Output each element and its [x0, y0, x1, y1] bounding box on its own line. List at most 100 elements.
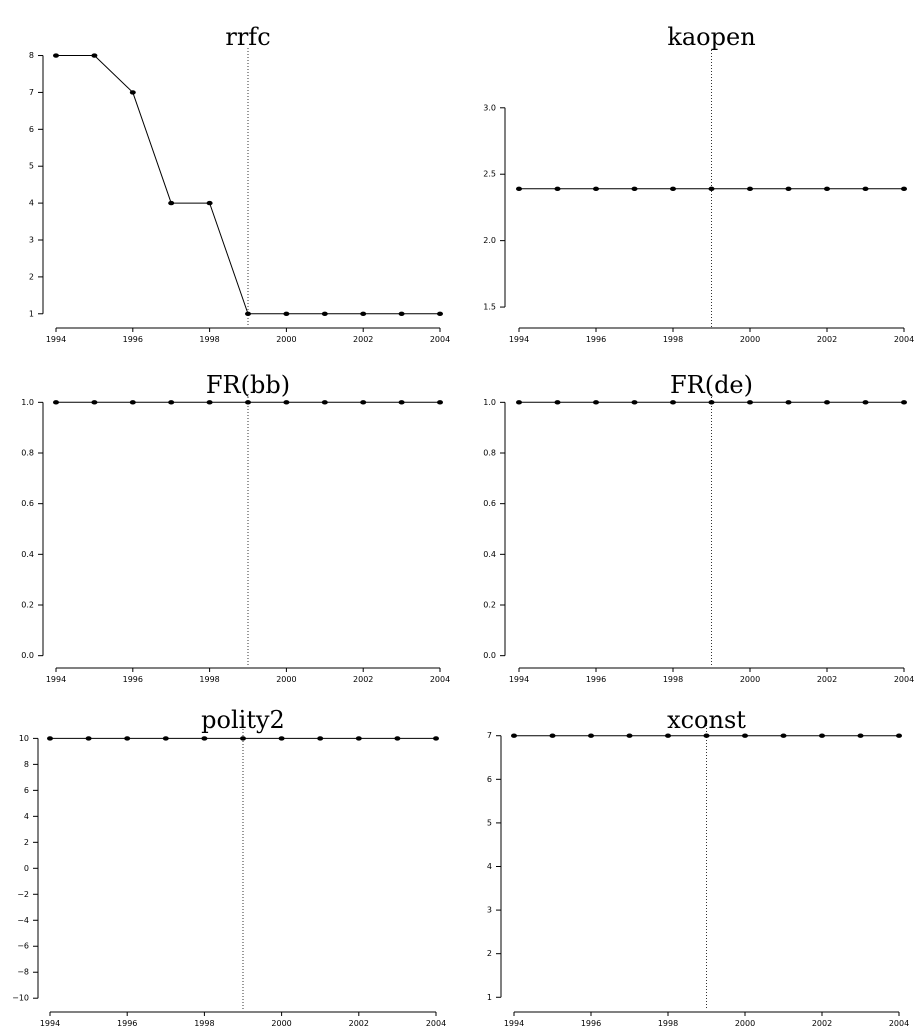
y-tick-label: 3.0: [483, 103, 496, 112]
data-point: [901, 186, 907, 192]
data-point: [201, 736, 208, 741]
data-point: [47, 736, 53, 741]
data-point: [824, 186, 830, 192]
series-line: [56, 55, 440, 315]
y-tick-label: 5: [29, 162, 34, 171]
x-tick-label: 1994: [504, 1019, 524, 1028]
data-point: [129, 90, 136, 95]
y-tick-label: 2: [487, 949, 492, 958]
x-tick-label: 2004: [894, 675, 914, 684]
data-point: [206, 400, 213, 405]
y-tick-label: 0.6: [483, 499, 496, 508]
y-tick-label: −4: [17, 916, 29, 925]
y-tick-label: 1.5: [483, 303, 496, 312]
data-point: [901, 400, 907, 405]
x-tick-label: 1998: [658, 1019, 678, 1028]
x-tick-label: 1998: [199, 335, 219, 344]
data-point: [206, 200, 213, 206]
y-tick-label: 2: [24, 838, 29, 847]
y-tick-label: −8: [17, 968, 29, 977]
data-point: [398, 311, 405, 316]
data-point: [780, 733, 787, 738]
data-point: [631, 186, 638, 192]
data-point: [631, 400, 638, 405]
x-tick-label: 2000: [271, 1019, 291, 1028]
data-point: [747, 400, 753, 405]
y-tick-label: 6: [487, 775, 492, 784]
data-point: [819, 733, 825, 738]
x-tick-label: 2004: [889, 1019, 909, 1028]
data-point: [554, 400, 561, 405]
data-point: [708, 186, 715, 192]
x-tick-label: 2004: [430, 335, 450, 344]
y-tick-label: 0.0: [21, 651, 34, 660]
x-tick-label: 1996: [117, 1019, 137, 1028]
x-tick-label: 1998: [194, 1019, 214, 1028]
panel-1: rrfc 1 2 3 4 5 6 7 8 1994 1996 1998 2000 2002 2004: [29, 23, 450, 344]
x-tick-label: 1996: [586, 335, 606, 344]
data-point: [245, 311, 251, 316]
x-tick-label: 2000: [735, 1019, 755, 1028]
x-tick-label: 1994: [46, 675, 66, 684]
x-tick-label: 2000: [276, 335, 296, 344]
data-point: [394, 736, 401, 741]
data-point: [317, 736, 324, 741]
y-tick-label: 3: [29, 235, 34, 244]
y-tick-label: 5: [487, 818, 492, 827]
y-tick-label: −6: [17, 942, 29, 951]
y-tick-label: 4: [24, 812, 29, 821]
data-point: [168, 400, 175, 405]
data-point: [360, 400, 367, 405]
data-point: [742, 733, 748, 738]
x-tick-label: 2004: [426, 1019, 446, 1028]
data-point: [511, 733, 517, 738]
data-point: [360, 311, 367, 316]
y-tick-label: 1.0: [21, 398, 34, 407]
data-point: [588, 733, 594, 738]
data-point: [53, 53, 59, 58]
data-point: [245, 400, 251, 405]
panel-title: kaopen: [667, 23, 755, 51]
data-point: [670, 186, 676, 192]
data-point: [593, 186, 599, 192]
x-tick-label: 2000: [740, 675, 760, 684]
data-point: [168, 200, 175, 206]
data-point: [708, 400, 715, 405]
y-tick-label: 0.2: [483, 601, 496, 610]
y-tick-label: 1: [487, 993, 492, 1002]
y-tick-label: 0: [24, 864, 29, 873]
y-tick-label: 0.4: [483, 550, 496, 559]
data-point: [747, 186, 753, 192]
panel-title: xconst: [667, 706, 746, 734]
data-point: [162, 736, 169, 741]
data-point: [437, 400, 443, 405]
data-point: [785, 400, 792, 405]
x-tick-label: 2000: [740, 335, 760, 344]
y-tick-label: 6: [29, 125, 34, 134]
y-tick-label: 8: [29, 51, 34, 60]
x-tick-label: 2002: [353, 335, 373, 344]
data-point: [665, 733, 671, 738]
data-point: [516, 186, 522, 192]
data-point: [626, 733, 633, 738]
data-point: [549, 733, 556, 738]
x-tick-label: 2002: [817, 675, 837, 684]
data-point: [437, 311, 443, 316]
y-tick-label: 0.8: [21, 449, 34, 458]
data-point: [554, 186, 561, 192]
data-point: [670, 400, 676, 405]
y-tick-label: 10: [19, 734, 29, 743]
y-tick-label: 2.0: [483, 236, 496, 245]
data-point: [355, 736, 362, 741]
y-tick-label: 8: [24, 760, 29, 769]
y-tick-label: 4: [487, 862, 492, 871]
data-point: [593, 400, 599, 405]
x-tick-label: 1998: [199, 675, 219, 684]
data-point: [516, 400, 522, 405]
y-tick-label: 2: [29, 272, 34, 281]
panel-title: rrfc: [225, 23, 270, 51]
x-tick-label: 1996: [123, 335, 143, 344]
data-point: [703, 733, 710, 738]
